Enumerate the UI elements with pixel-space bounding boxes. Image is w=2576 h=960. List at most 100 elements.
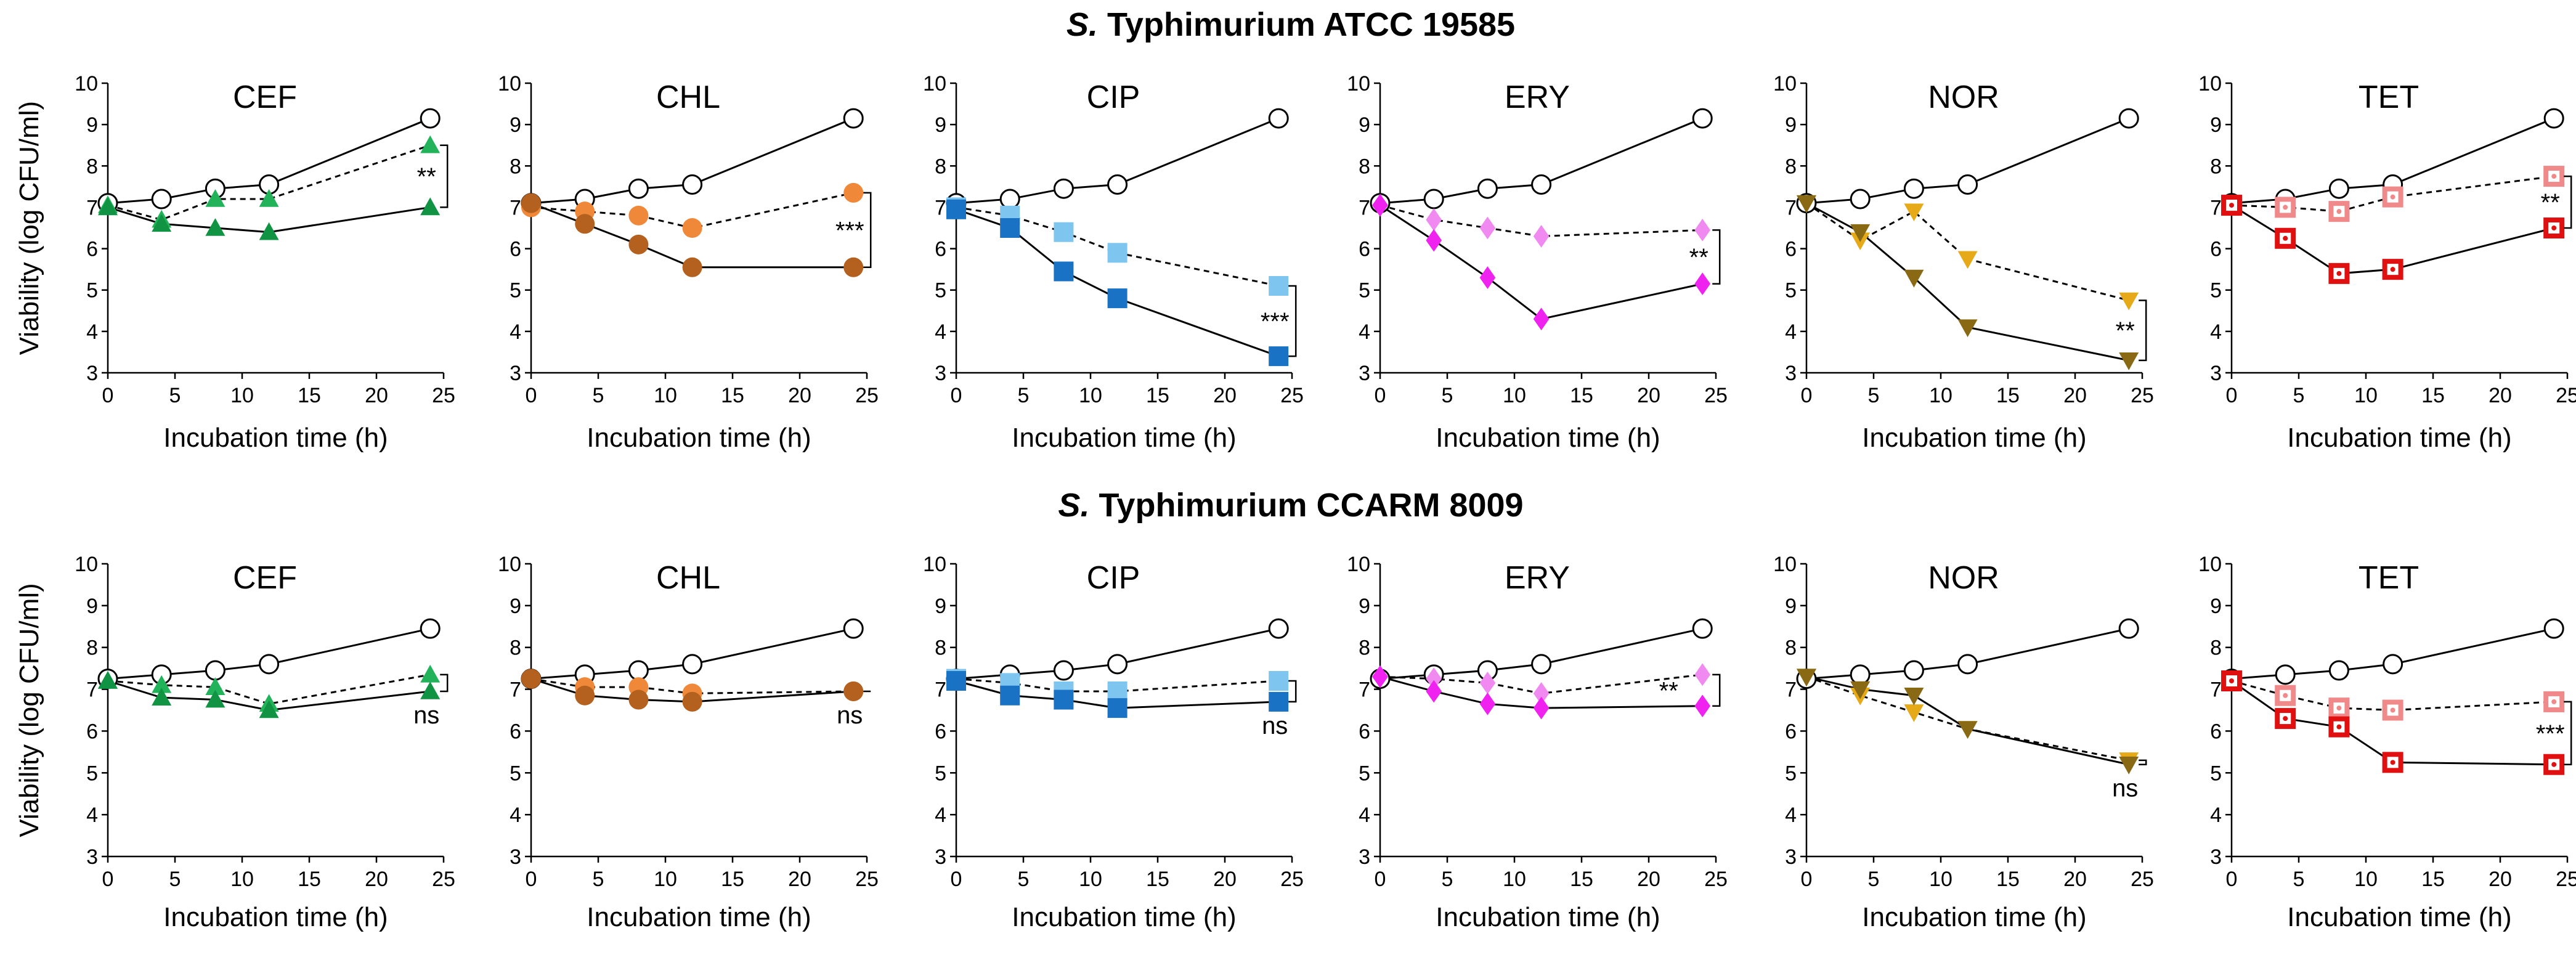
significance-bracket [863,192,872,269]
dashed-line [2231,175,2554,213]
x-tick-label: 5 [1018,384,1030,407]
data-point [1269,346,1289,367]
x-tick-label: 0 [1801,868,1813,891]
x-tick-label: 25 [2556,868,2576,891]
y-tick-label: 4 [86,320,98,344]
y-tick-label: 5 [510,279,521,303]
data-point [152,688,172,706]
row-title-italic: S. [1067,6,1098,43]
x-axis-label: Incubation time (h) [1012,423,1236,453]
x-tick-label: 20 [2489,384,2512,407]
y-tick-label: 8 [935,155,946,178]
data-point [575,214,595,234]
x-tick-label: 20 [1213,384,1237,407]
x-tick-label: 20 [1637,384,1660,407]
panel-title: CEF [233,79,297,115]
control-point [420,108,441,129]
control-point [2275,664,2296,685]
data-point [521,193,541,213]
control-point [999,189,1020,209]
control-point [1850,189,1871,209]
data-point [259,700,279,718]
y-tick-label: 10 [1347,72,1370,96]
significance-label: ** [2541,189,2560,216]
significance-label: ** [2116,317,2135,344]
x-tick-label: 15 [1146,868,1169,891]
x-tick-label: 0 [951,384,962,407]
y-tick-label: 3 [1359,362,1370,385]
y-tick-label: 5 [86,762,98,785]
panel-cip: 3 4 5 6 7 8 9 10 0 5 10 15 20 25 Incubation time (h) CI… [923,553,1304,932]
y-tick-label: 7 [1359,196,1370,219]
significance-bracket [440,144,449,208]
data-point [1054,222,1074,242]
y-tick-label: 10 [2198,553,2222,576]
data-point [259,222,279,240]
control-point [1477,178,1498,199]
control-point [628,178,649,199]
x-tick-label: 0 [1375,868,1386,891]
y-tick-label: 7 [935,196,946,219]
x-tick-label: 20 [788,868,811,891]
significance-bracket [1712,673,1721,707]
panel-ery: 3 4 5 6 7 8 9 10 0 5 10 15 20 25 Incubation time (h) ER… [1347,553,1728,932]
data-point [2382,699,2403,721]
y-tick-label: 8 [86,155,98,178]
data-point-dot [2229,203,2234,208]
y-tick-label: 7 [1785,678,1797,702]
data-point [628,234,649,254]
x-tick-label: 15 [1996,868,2020,891]
data-point [1372,665,1388,688]
data-point-dot [2336,271,2342,276]
x-tick-label: 25 [432,384,455,407]
row-title: S. Typhimurium CCARM 8009 [1058,487,1523,524]
x-tick-label: 20 [2063,868,2087,891]
x-tick-label: 5 [1868,384,1880,407]
data-point-dot [2551,226,2557,230]
y-tick-label: 6 [935,238,946,261]
data-point [1107,681,1128,701]
y-tick-label: 9 [86,595,98,618]
x-axis-label: Incubation time (h) [2287,902,2511,932]
x-tick-label: 25 [1280,868,1304,891]
x-tick-label: 20 [788,384,811,407]
y-tick-label: 8 [2210,637,2222,660]
y-tick-label: 9 [1359,595,1370,618]
y-tick-label: 4 [935,803,946,827]
x-tick-label: 25 [1280,384,1304,407]
y-tick-label: 9 [1359,113,1370,137]
control-point [2328,178,2349,199]
significance-label: ns [2112,775,2138,802]
data-point [946,671,966,691]
x-tick-label: 15 [298,868,321,891]
x-tick-label: 15 [2421,384,2445,407]
y-tick-label: 6 [510,238,521,261]
data-point [1426,667,1442,691]
y-tick-label: 6 [510,720,521,743]
data-point [628,689,649,710]
y-tick-label: 6 [1785,238,1797,261]
data-point-dot [2283,693,2288,698]
x-tick-label: 25 [2131,384,2154,407]
panel-title: CHL [656,79,720,115]
significance-label: ** [417,163,436,190]
x-tick-label: 0 [102,868,114,891]
data-point [2119,756,2139,775]
x-axis-label: Incubation time (h) [2287,423,2511,453]
significance-bracket [2139,759,2147,765]
data-point [98,671,118,689]
x-tick-label: 25 [855,868,879,891]
y-tick-label: 3 [510,845,521,869]
control-point [2118,618,2139,639]
y-tick-label: 10 [75,72,98,96]
x-tick-label: 20 [365,384,388,407]
significance-bracket [1288,285,1297,357]
panel-title: NOR [1928,79,1999,115]
control-point [843,618,864,639]
data-point [1000,685,1020,706]
control-point [1692,618,1713,639]
y-tick-label: 4 [1359,320,1370,344]
y-tick-label: 10 [498,553,521,576]
data-point [946,199,966,219]
control-point [1903,178,1924,199]
